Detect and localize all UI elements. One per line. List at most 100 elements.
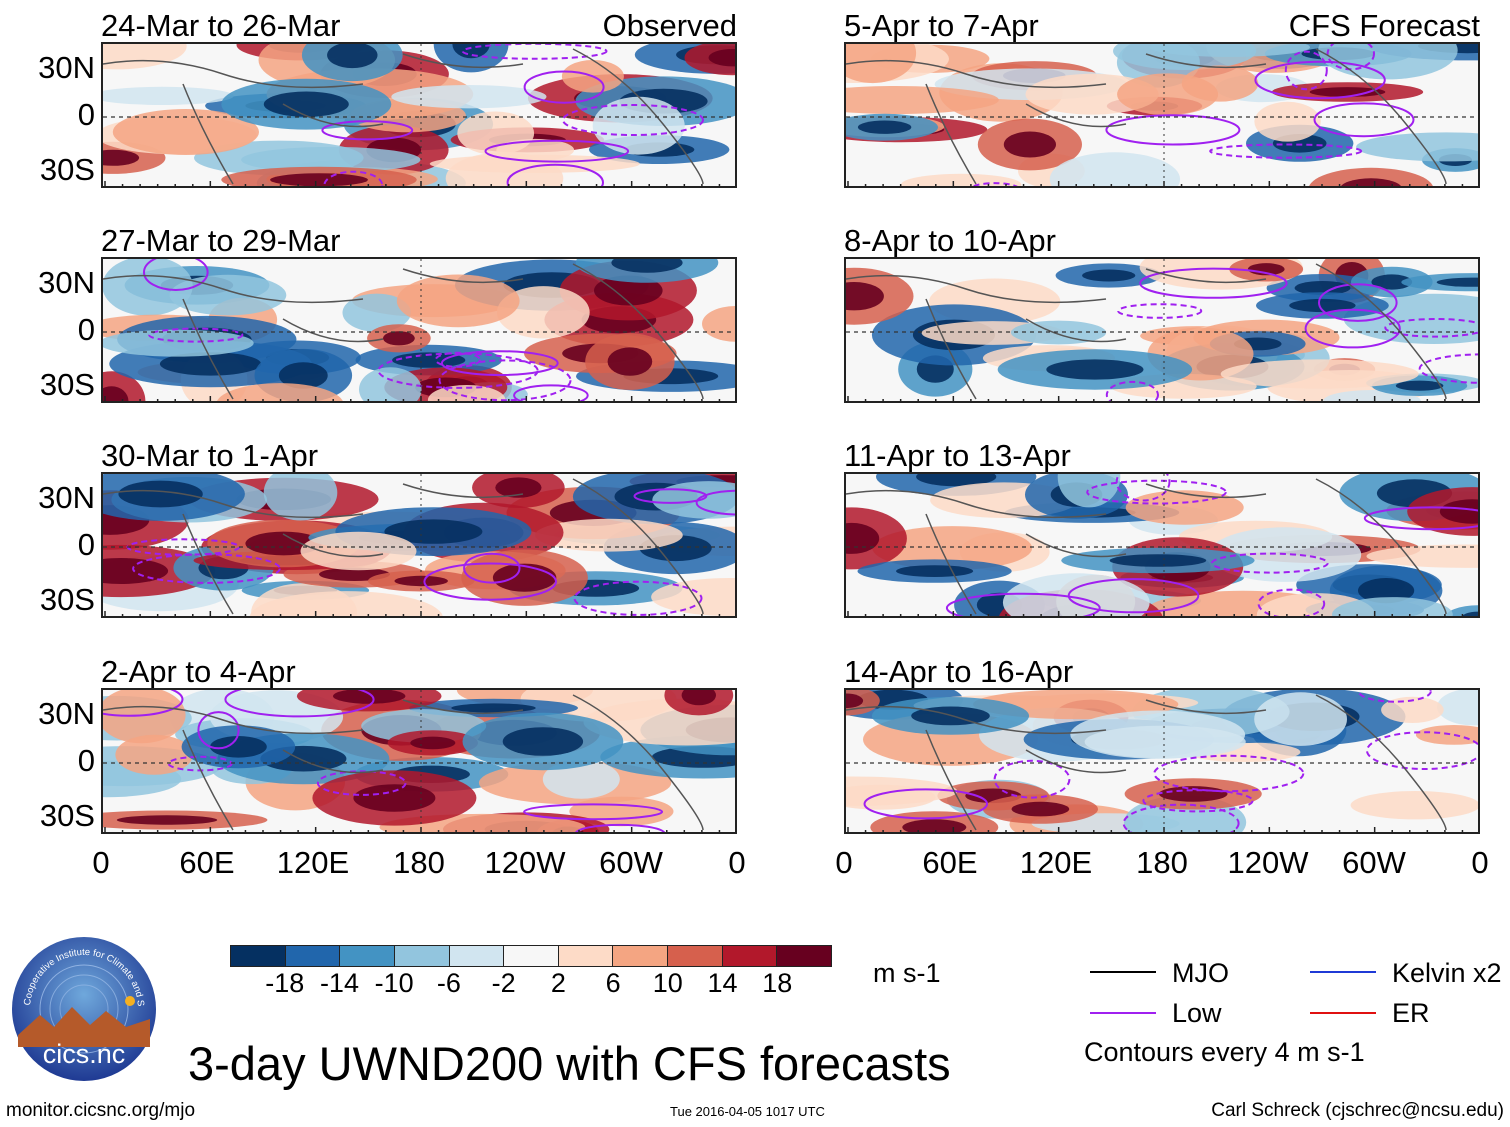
uwnd-anomaly-core [1109,554,1207,567]
main-title: 3-day UWND200 with CFS forecasts [188,1037,951,1090]
lon-tick-label: 120E [1019,845,1093,880]
low-contour [461,44,608,60]
uwnd-anomaly-blob [1084,725,1246,759]
low-contour [1086,479,1227,505]
uwnd-anomaly-blob [249,591,443,616]
uwnd-anomaly-core [118,480,203,508]
low-contour [971,182,1018,186]
low-contour [523,70,605,104]
uwnd-field [846,690,1478,832]
coastline [103,274,364,304]
colorbar-tick-label: -10 [374,968,414,998]
low-contour [573,580,703,616]
low-contour [423,562,558,601]
lon-tick-label: 0 [1471,845,1489,880]
contour-note: Contours every 4 m s-1 [1084,1037,1365,1067]
panel-title: 8-Apr to 10-Apr [844,223,1056,258]
uwnd-anomaly-blob [1254,101,1321,142]
column-label: Observed [602,8,737,43]
panel-title: 5-Apr to 7-Apr [844,8,1039,43]
colorbar-segment [449,946,505,966]
uwnd-anomaly-blob [263,474,338,521]
lat-tick-label: 30S [39,798,95,833]
coastline [1145,53,1267,69]
legend-label-low: Low [1172,998,1222,1028]
uwnd-anomaly-blob [846,44,917,84]
uwnd-anomaly-core [492,563,557,592]
uwnd-anomaly-blob [1415,725,1478,745]
colorbar-tick-label: 2 [550,968,566,998]
uwnd-anomaly-blob [651,578,735,616]
coastline [402,699,524,715]
lon-tick-label: 60E [922,845,978,880]
lat-tick-label: 30S [39,582,95,617]
coastline [103,59,364,89]
footer-url: monitor.cicsnc.org/mjo [6,1100,196,1121]
uwnd-anomaly-core [1371,274,1413,290]
uwnd-anomaly-blob [217,383,343,401]
colorbar-segment [777,946,832,966]
uwnd-anomaly-core [681,690,716,706]
uwnd-anomaly-blob [391,85,547,109]
uwnd-anomaly-blob [901,173,1022,186]
coastline [1315,478,1447,615]
uwnd-anomaly-core [1003,131,1056,158]
colorbar-segment [558,946,614,966]
coastline [1025,318,1127,343]
lat-tick-label: 30N [38,480,95,515]
legend-line-low [1090,1012,1156,1014]
panel-title: 2-Apr to 4-Apr [101,654,296,689]
uwnd-anomaly-blob [1350,791,1478,820]
uwnd-anomaly-core [1436,277,1478,287]
uwnd-field [103,690,735,832]
lon-tick-label: 60E [179,845,235,880]
uwnd-anomaly-core [278,362,328,389]
uwnd-anomaly-blob [1049,152,1181,186]
footer-timestamp: Tue 2016-04-05 1017 UTC [670,1104,825,1119]
colorbar-tick-label: 14 [707,968,738,998]
uwnd-anomaly-core [333,690,406,704]
low-contour [440,350,559,376]
uwnd-anomaly-core [451,703,536,713]
low-contour [863,788,989,820]
uwnd-anomaly-core [116,815,218,825]
uwnd-anomaly-core [103,386,129,401]
legend-line-er [1310,1012,1376,1014]
panel-title: 24-Mar to 26-Mar [101,8,341,43]
uwnd-anomaly-core [1358,578,1415,604]
low-contour [1313,102,1415,138]
low-contour [1366,731,1478,770]
low-contour [575,823,666,832]
coastline [572,48,704,185]
low-contour [513,384,589,401]
lat-tick-label: 30N [38,265,95,300]
map-panel [844,688,1480,834]
low-contour [224,690,375,718]
lon-tick-label: 120E [276,845,350,880]
coastline [182,83,234,185]
colorbar-segment [231,946,286,966]
coastline [402,483,524,499]
uwnd-anomaly-core [902,819,967,832]
colorbar-units: m s-1 [873,958,941,988]
logo-text: cics.nc [43,1039,126,1069]
uwnd-anomaly-blob [496,286,590,339]
low-contour [1153,754,1305,793]
low-contour [993,759,1071,799]
coastline [925,729,977,831]
uwnd-anomaly-core [846,282,884,311]
map-panel [844,42,1480,188]
coastline [103,489,364,519]
uwnd-anomaly-blob [702,306,735,342]
colorbar-tick-label: -6 [436,968,461,998]
uwnd-field [846,259,1478,401]
uwnd-anomaly-core [270,173,368,186]
coastline [182,298,234,400]
coastline [846,705,1107,735]
lon-tick-label: 0 [728,845,746,880]
uwnd-anomaly-blob [194,140,364,176]
low-contour [633,488,708,504]
lon-tick-label: 0 [835,845,853,880]
coastline [1145,268,1267,284]
uwnd-anomaly-blob [1125,490,1244,525]
